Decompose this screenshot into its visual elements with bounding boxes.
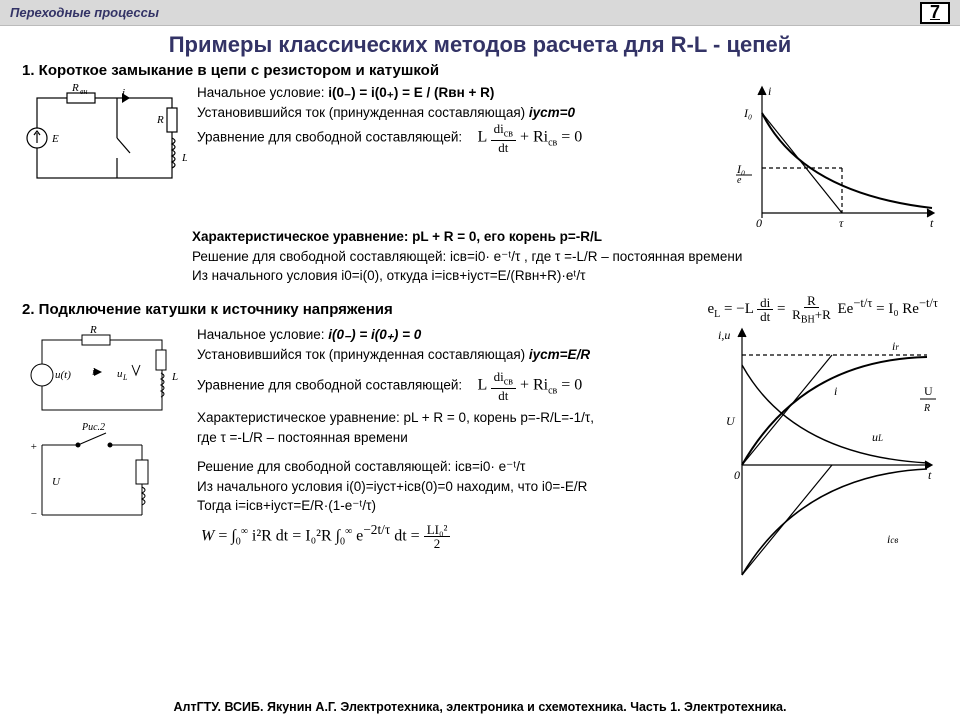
svg-text:u(t): u(t): [55, 369, 71, 381]
svg-text:uL: uL: [872, 430, 883, 444]
svg-text:i: i: [834, 384, 837, 398]
diff-eq2: L diсвdt + Riсв = 0: [473, 370, 586, 402]
svg-text:i,u: i,u: [718, 328, 730, 342]
svg-text:ir: ir: [892, 339, 899, 353]
section1-heading: 1. Короткое замыкание в цепи с резисторо…: [22, 62, 942, 79]
energy-integral: W = ∫0∞ i²R dt = I₀²R ∫0∞ e−2t/τ dt = LI…: [197, 520, 454, 550]
graph2: i,u ir U R i uL U 0 t iсв: [712, 325, 942, 585]
s2-sol3: Тогда i=iсв+iуст=E/R·(1-e⁻ᵗ/τ): [197, 496, 702, 516]
svg-text:iсв: iсв: [887, 532, 898, 546]
svg-text:i: i: [768, 84, 771, 98]
s1-char: Характеристическое уравнение: pL + R = 0…: [192, 229, 602, 244]
svg-text:e: e: [737, 175, 742, 186]
svg-text:−: −: [30, 508, 37, 520]
footer: АлтГТУ. ВСИБ. Якунин А.Г. Электротехника…: [0, 700, 960, 714]
s2-free: Уравнение для свободной составляющей: L …: [197, 370, 702, 402]
page-title: Примеры классических методов расчета для…: [0, 32, 960, 58]
circuit2-diagram: R u(t) uL L i Рис.2 + − U: [22, 325, 187, 525]
s2-init: Начальное условие: i(0₋) = i(0₊) = 0: [197, 325, 702, 345]
svg-text:t: t: [930, 216, 934, 230]
topic-label: Переходные процессы: [10, 5, 159, 20]
svg-text:U: U: [726, 414, 736, 428]
s1-init: Начальное условие: i(0₋) = i(0₊) = E / (…: [197, 83, 722, 103]
s1-free: Уравнение для свободной составляющей: L …: [197, 122, 722, 154]
s2-char2: где τ =-L/R – постоянная времени: [197, 428, 702, 448]
s2-sol2: Из начального условия i(0)=iуст+iсв(0)=0…: [197, 477, 702, 497]
s1-steady: Установившийся ток (принужденная составл…: [197, 103, 722, 123]
svg-text:R: R: [923, 403, 930, 414]
s2-char1: Характеристическое уравнение: pL + R = 0…: [197, 408, 702, 428]
svg-text:U: U: [924, 384, 933, 398]
page-number: 7: [920, 2, 950, 24]
svg-text:U: U: [52, 476, 61, 488]
section2-heading: 2. Подключение катушки к источнику напря…: [22, 301, 694, 318]
s2-steady: Установившийся ток (принужденная составл…: [197, 345, 702, 365]
svg-text:Рис.2: Рис.2: [81, 422, 105, 433]
svg-text:t: t: [928, 468, 932, 482]
svg-text:R: R: [156, 114, 164, 126]
svg-text:L: L: [122, 373, 128, 382]
svg-text:L: L: [181, 152, 187, 164]
diff-eq1: L diсвdt + Riсв = 0: [473, 122, 586, 154]
svg-text:E: E: [51, 133, 59, 145]
s2-sol1: Решение для свободной составляющей: iсв=…: [197, 457, 702, 477]
svg-text:R: R: [71, 83, 79, 94]
svg-text:τ: τ: [839, 216, 844, 230]
svg-text:+: +: [30, 441, 37, 453]
svg-text:I₀: I₀: [743, 106, 752, 120]
svg-text:I₀: I₀: [736, 162, 745, 176]
svg-text:0: 0: [756, 216, 762, 230]
s1-sol1: Решение для свободной составляющей: iсв=…: [192, 247, 942, 267]
svg-text:вн: вн: [80, 87, 87, 96]
header-bar: Переходные процессы 7: [0, 0, 960, 26]
s1-sol2: Из начального условия i0=i(0), откуда i=…: [192, 266, 942, 286]
svg-text:0: 0: [734, 468, 740, 482]
svg-text:R: R: [89, 325, 97, 336]
graph1-decay: i I₀ I₀ e 0 τ t: [732, 83, 942, 233]
svg-text:L: L: [171, 371, 178, 383]
circuit1-diagram: Rвн i E R L: [22, 83, 187, 193]
emf-equation: eL = −L didt = RRBH+R Ee−t/τ = I₀ Re−t/τ: [704, 294, 943, 326]
